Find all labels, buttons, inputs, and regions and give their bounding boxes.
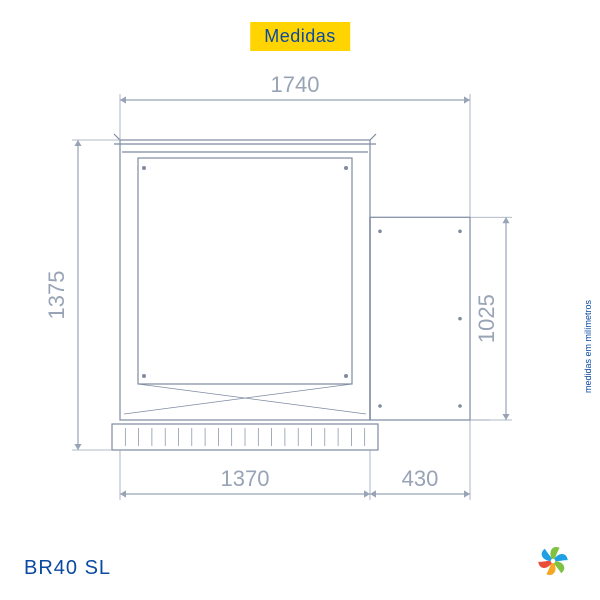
svg-text:1740: 1740	[271, 72, 320, 97]
brand-logo-icon	[530, 538, 576, 584]
svg-text:1375: 1375	[44, 271, 69, 320]
svg-text:1370: 1370	[221, 466, 270, 491]
svg-text:430: 430	[402, 466, 439, 491]
svg-text:1025: 1025	[474, 294, 499, 343]
technical-drawing: 1740 1370 430 1375 1025	[0, 0, 600, 600]
